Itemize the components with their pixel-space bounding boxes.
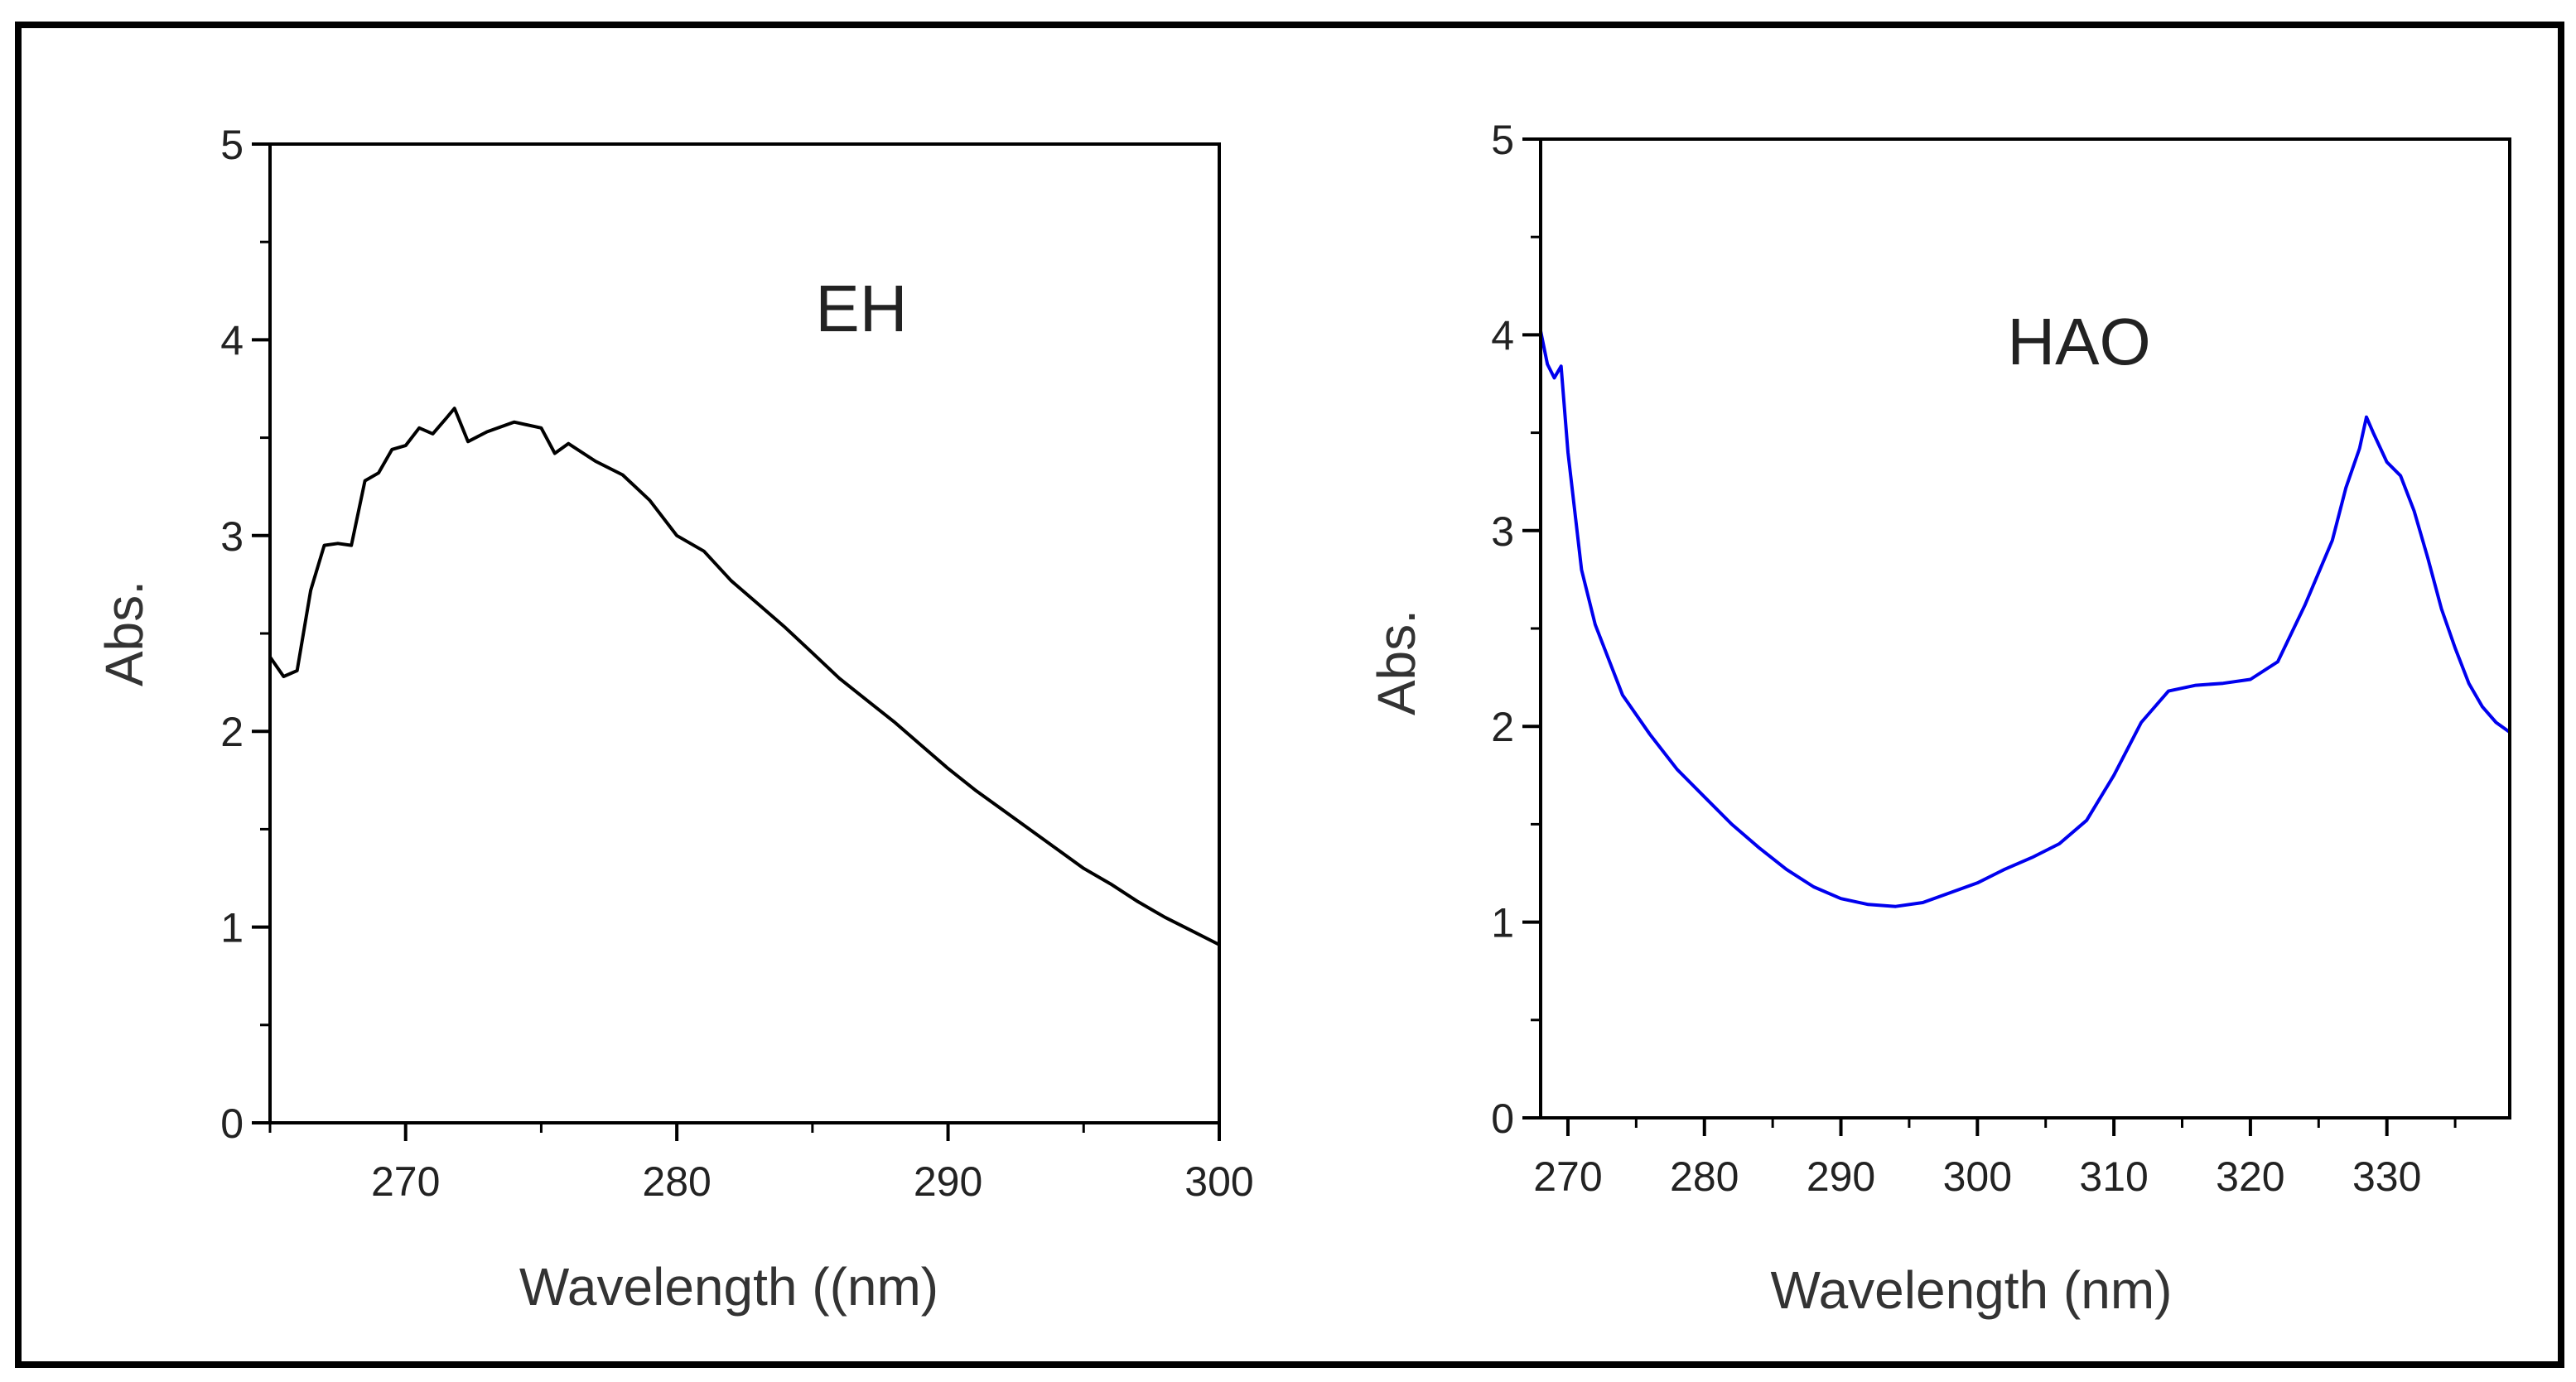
eh-y-tick-label: 2 [220,709,244,755]
hao-y-axis-title: Abs. [1367,609,1426,715]
eh-y-axis-title: Abs. [94,580,154,686]
eh-y-tick-label: 4 [220,317,244,364]
figure-border [15,22,2564,1368]
eh-x-tick-label: 290 [914,1158,982,1205]
hao-title: HAO [2007,305,2150,378]
eh-chart: 0 1 2 3 4 5 270 280 290 300 EH Wavelength ((nm) A… [94,122,1254,1317]
eh-y-tick-label: 5 [220,122,244,168]
hao-y-tick-label: 5 [1491,117,1514,163]
hao-x-tick-label: 310 [2079,1153,2148,1200]
hao-x-tick-label: 290 [1807,1153,1875,1200]
hao-series-line [1539,330,2511,908]
hao-chart: 0 1 2 3 4 5 270 280 290 300 310 320 330 HAO Waveleng… [1367,117,2511,1320]
eh-x-tick-label: 300 [1184,1158,1253,1205]
hao-y-tick-label: 0 [1491,1095,1514,1142]
hao-y-tick-label: 2 [1491,704,1514,750]
eh-x-axis-title: Wavelength ((nm) [519,1257,938,1317]
hao-x-tick-label: 300 [1943,1153,2012,1200]
hao-x-tick-label: 330 [2352,1153,2421,1200]
eh-y-tick-label: 0 [220,1100,244,1147]
hao-x-tick-label: 320 [2216,1153,2284,1200]
hao-y-tick-label: 4 [1491,312,1514,359]
eh-title: EH [815,272,907,345]
eh-y-tick-label: 1 [220,905,244,951]
eh-series-line [268,407,1220,946]
eh-x-tick-label: 270 [371,1158,440,1205]
hao-y-tick-label: 1 [1491,900,1514,946]
hao-y-tick-label: 3 [1491,508,1514,555]
hao-x-tick-label: 270 [1533,1153,1602,1200]
hao-x-tick-label: 280 [1670,1153,1739,1200]
hao-x-axis-title: Wavelength (nm) [1771,1260,2173,1320]
eh-y-tick-label: 3 [220,513,244,560]
eh-x-tick-label: 280 [642,1158,711,1205]
